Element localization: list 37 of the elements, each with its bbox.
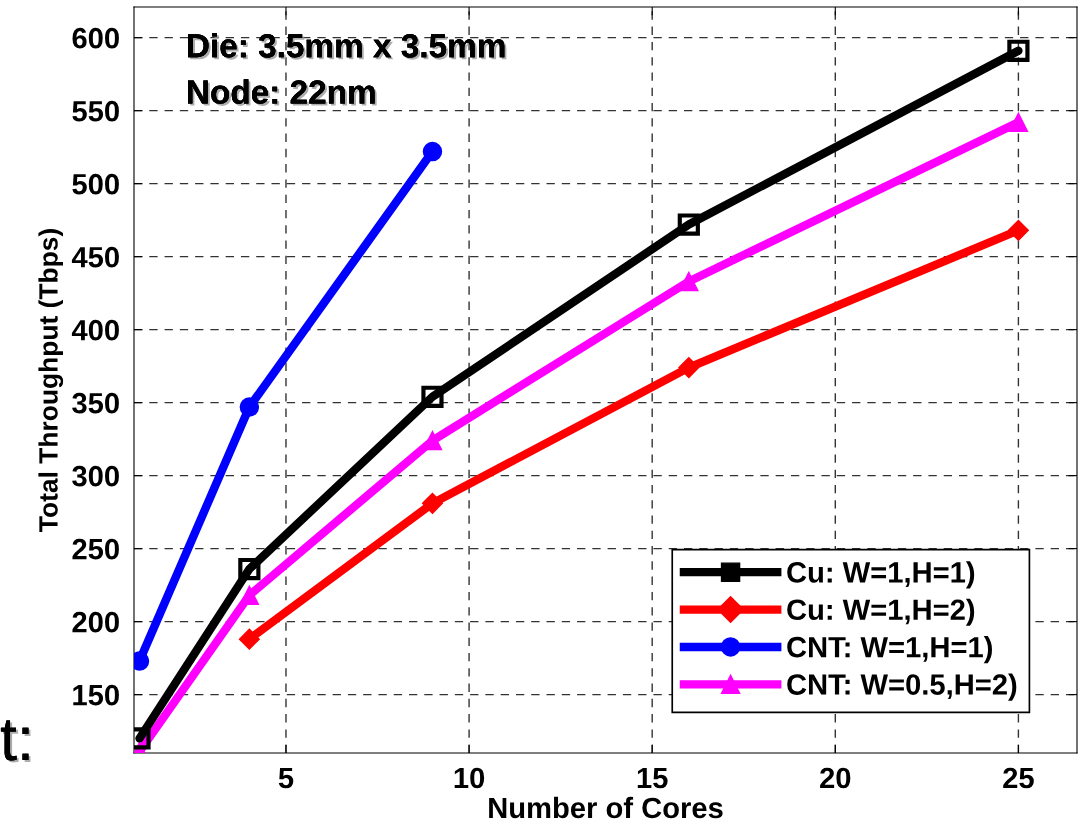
text: t:	[0, 720, 31, 763]
y-tick-label: 150	[73, 684, 119, 706]
y-tick-label: 400	[71, 319, 119, 341]
legend-label: CNT: W=0.5,H=2)	[787, 673, 1017, 701]
point	[239, 397, 260, 417]
legend-label: Cu: W=1,H=1)	[787, 561, 975, 589]
legend-label: CNT: W=1,H=1)	[787, 636, 992, 664]
y-tick-label: 200	[72, 611, 119, 633]
point	[1008, 112, 1029, 133]
annotation: Die: 3.5mm x 3.5mm	[188, 33, 507, 60]
y-tick-label: 550	[72, 100, 119, 122]
x-tick-label: 15	[637, 767, 668, 789]
annotation: Node: 22nm	[188, 79, 377, 106]
point	[238, 557, 261, 581]
point	[1007, 219, 1029, 241]
x-tick-label: 5	[278, 767, 294, 789]
point	[1007, 39, 1030, 62]
y-tick-label: 450	[71, 246, 119, 268]
point	[421, 385, 444, 408]
y-tick-label: 350	[72, 392, 119, 414]
legend-label: Cu: W=1,H=2)	[787, 598, 975, 626]
y-axis-title: Total Throughput (Tbps)	[38, 229, 64, 532]
point	[239, 585, 260, 606]
y-tick-label: 600	[72, 27, 119, 49]
x-axis-title: Number of Cores	[489, 796, 723, 819]
point	[422, 141, 443, 162]
x-tick-label: 25	[1003, 767, 1034, 789]
point	[677, 213, 700, 236]
point	[679, 271, 699, 292]
y-tick-label: 250	[72, 538, 119, 560]
y-tick-label: 300	[72, 465, 119, 487]
x-tick-label: 20	[820, 767, 851, 789]
point	[678, 357, 700, 379]
y-tick-label: 500	[72, 173, 119, 195]
x-tick-label: 10	[454, 767, 485, 789]
point	[238, 628, 260, 650]
point	[421, 492, 443, 514]
